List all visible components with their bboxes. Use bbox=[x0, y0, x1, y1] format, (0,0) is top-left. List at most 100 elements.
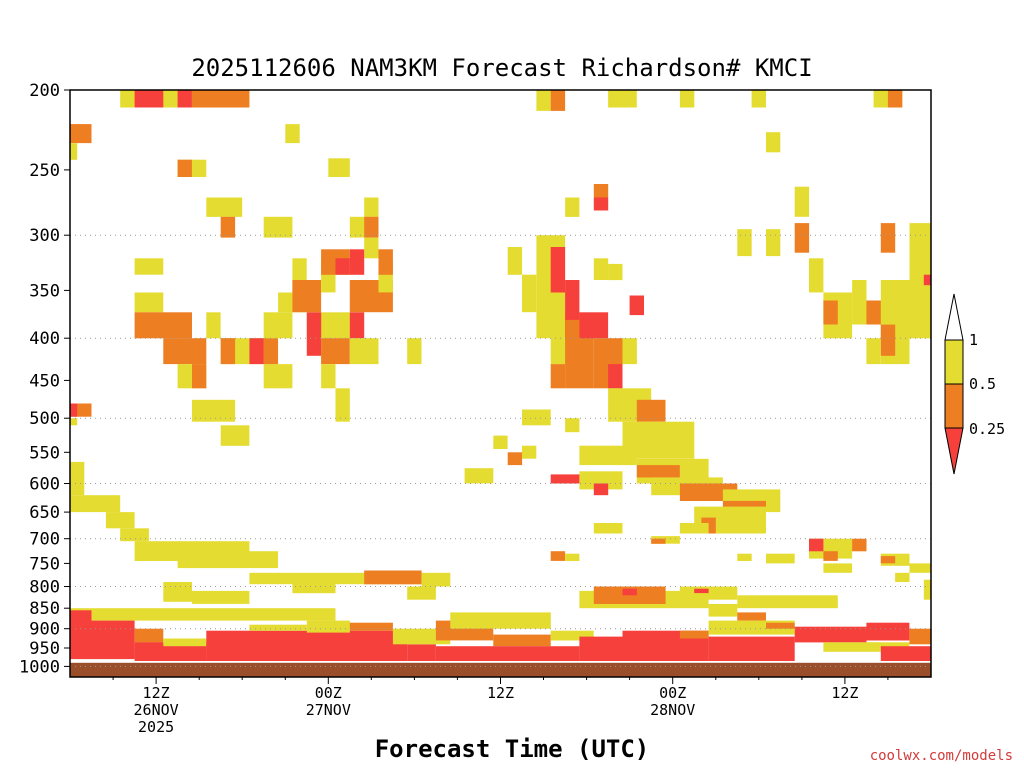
ri-cell-0.5-1 bbox=[407, 338, 422, 365]
y-tick-label-900: 900 bbox=[29, 620, 60, 640]
pressure-axis: 200 250 300 350 400 450 500 550 600 650 700 750 8008… bbox=[19, 81, 70, 677]
ri-cell-0.5-1 bbox=[737, 595, 838, 609]
ri-cell-0.5-1 bbox=[823, 642, 881, 652]
x-tick-label: 27NOV bbox=[306, 701, 351, 719]
pressure-gridlines bbox=[70, 234, 931, 667]
ri-cell-0.25-0.5 bbox=[134, 312, 192, 339]
ri-cell-<0.25 bbox=[593, 483, 609, 496]
ri-cell-0.5-1 bbox=[737, 553, 752, 561]
ri-cell-0.25-0.5 bbox=[852, 538, 867, 552]
ri-cell-0.25-0.5 bbox=[823, 300, 838, 325]
ri-cell-<0.25 bbox=[306, 312, 322, 356]
y-tick-label-350: 350 bbox=[29, 281, 60, 301]
ri-cell-0.5-1 bbox=[794, 186, 810, 217]
y-tick-label-750: 750 bbox=[29, 554, 60, 574]
ri-cell-<0.25 bbox=[579, 636, 623, 661]
ri-cell-0.25-0.5 bbox=[651, 538, 666, 544]
ri-cell-0.5-1 bbox=[522, 409, 551, 426]
ri-cell-0.5-1 bbox=[285, 124, 300, 144]
ri-cell-0.25-0.5 bbox=[192, 364, 207, 389]
credit-link[interactable]: coolwx.com/models bbox=[870, 748, 1013, 764]
ri-cell-0.25-0.5 bbox=[192, 90, 250, 108]
y-tick-label-450: 450 bbox=[29, 371, 60, 391]
ri-cell-0.5-1 bbox=[493, 435, 508, 449]
ri-cell-0.5-1 bbox=[263, 312, 293, 339]
ri-cell-0.25-0.5 bbox=[887, 90, 903, 108]
ri-cell-0.5-1 bbox=[263, 216, 293, 238]
ri-cell-<0.25 bbox=[177, 90, 192, 108]
ri-cell-<0.25 bbox=[435, 646, 580, 661]
ri-cell-0.25-0.5 bbox=[880, 556, 896, 564]
ri-cell-0.5-1 bbox=[192, 590, 250, 604]
ri-cell-0.25-0.5 bbox=[220, 338, 236, 365]
ri-cell-0.5-1 bbox=[536, 90, 551, 111]
ri-cell-0.5-1 bbox=[249, 624, 307, 631]
ri-cell-0.5-1 bbox=[249, 572, 422, 585]
ri-cell-0.5-1 bbox=[70, 143, 78, 160]
x-tick-label: 12Z bbox=[487, 684, 514, 702]
ri-cell-0.25-0.5 bbox=[364, 570, 422, 585]
ri-cell-0.25-0.5 bbox=[794, 223, 810, 253]
ri-cell-0.25-0.5 bbox=[292, 280, 322, 313]
y-tick-label-550: 550 bbox=[29, 443, 60, 463]
ri-cell-0.5-1 bbox=[120, 528, 149, 542]
ri-cell-0.5-1 bbox=[306, 620, 350, 633]
ri-cell-0.5-1 bbox=[809, 258, 824, 293]
ri-cell-0.5-1 bbox=[593, 523, 623, 534]
ri-cell-0.25-0.5 bbox=[550, 90, 566, 111]
ri-cell-0.5-1 bbox=[923, 579, 931, 600]
ri-cell-0.25-0.5 bbox=[550, 364, 566, 389]
ri-cell-0.5-1 bbox=[364, 237, 379, 259]
ri-cell-0.5-1 bbox=[608, 90, 637, 108]
colorbar-orange-segment bbox=[944, 383, 964, 429]
x-tick-label: 00Z bbox=[659, 684, 686, 702]
ri-cell-0.5-1 bbox=[909, 563, 931, 573]
x-tick-label: 28NOV bbox=[650, 701, 695, 719]
ri-cell-<0.25 bbox=[407, 644, 436, 661]
ri-cell-0.25-0.5 bbox=[636, 465, 680, 478]
colorbar: 1 0.5 0.25 bbox=[944, 293, 1005, 475]
ri-cell-<0.25 bbox=[880, 646, 931, 661]
ri-cell-0.5-1 bbox=[866, 338, 881, 365]
ri-cell-0.5-1 bbox=[192, 399, 236, 422]
ri-cell-<0.25 bbox=[694, 588, 709, 594]
ri-cell-0.5-1 bbox=[565, 418, 580, 433]
ri-cell-0.25-0.5 bbox=[134, 628, 164, 643]
ri-cell-0.25-0.5 bbox=[880, 324, 896, 356]
ri-cell-0.5-1 bbox=[206, 312, 221, 339]
y-tick-label-950: 950 bbox=[29, 639, 60, 659]
ri-cell-0.5-1 bbox=[866, 642, 910, 648]
ri-cell-0.5-1 bbox=[909, 223, 931, 339]
ri-cell-0.5-1 bbox=[364, 197, 379, 217]
ri-cell-0.5-1 bbox=[895, 572, 910, 582]
x-tick-label: 2025 bbox=[138, 718, 174, 736]
ri-cell-0.25-0.5 bbox=[349, 622, 393, 631]
ri-cell-0.5-1 bbox=[335, 388, 350, 422]
ri-cell-0.25-0.5 bbox=[909, 628, 931, 645]
ri-cell-0.5-1 bbox=[708, 604, 738, 617]
ri-cell-0.25-0.5 bbox=[263, 338, 278, 365]
ri-cell-0.5-1 bbox=[766, 132, 781, 153]
x-tick-label: 12Z bbox=[143, 684, 170, 702]
y-tick-label-1000: 1000 bbox=[19, 657, 60, 677]
ri-cell-0.5-1 bbox=[679, 90, 695, 108]
ri-cell-0.5-1 bbox=[70, 418, 78, 426]
ri-cell-0.25-0.5 bbox=[70, 124, 92, 144]
ri-cell-<0.25 bbox=[349, 312, 365, 339]
y-tick-label-500: 500 bbox=[29, 409, 60, 429]
ri-cell-0.25-0.5 bbox=[550, 551, 566, 561]
ri-cell-0.25-0.5 bbox=[679, 630, 709, 639]
x-tick-label: 26NOV bbox=[134, 701, 179, 719]
ri-cell-<0.25 bbox=[134, 90, 164, 108]
ri-cell-0.5-1 bbox=[177, 551, 278, 569]
ri-cell-<0.25 bbox=[866, 622, 910, 641]
ri-cell-0.5-1 bbox=[421, 572, 451, 587]
ri-cell-<0.25 bbox=[809, 538, 824, 552]
y-tick-label-300: 300 bbox=[29, 226, 60, 246]
ri-cell-0.25-0.5 bbox=[766, 622, 795, 629]
y-tick-label-200: 200 bbox=[29, 81, 60, 101]
ri-cell-0.5-1 bbox=[464, 468, 494, 484]
ri-cell-<0.25 bbox=[550, 474, 580, 484]
ri-cell-<0.25 bbox=[629, 295, 644, 316]
